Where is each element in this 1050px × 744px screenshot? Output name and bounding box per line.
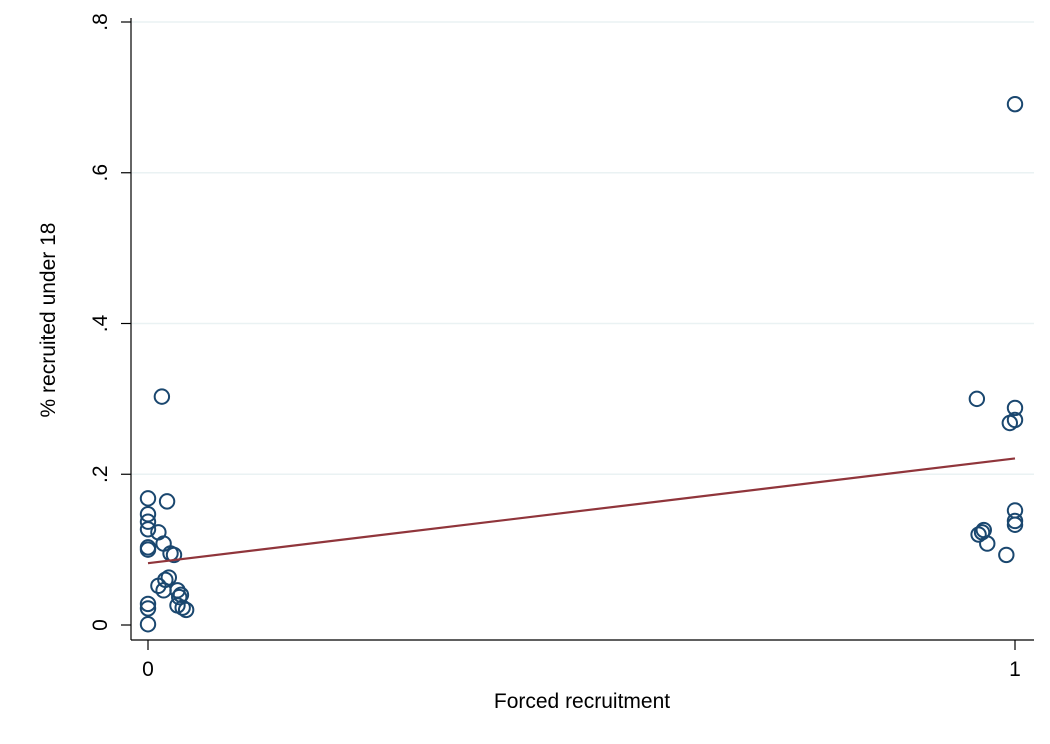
- data-point: [158, 493, 176, 510]
- data-point: [1006, 411, 1024, 429]
- y-tick-label: .6: [89, 164, 112, 182]
- fit-line-group: [147, 457, 1016, 565]
- y-axis-ticks: 0 .2 .4 .6 .8: [89, 13, 131, 631]
- data-point: [1006, 95, 1024, 113]
- data-point: [177, 601, 195, 619]
- y-axis-title: % recruited under 18: [37, 223, 60, 418]
- data-point: [174, 599, 191, 616]
- data-point: [157, 571, 174, 588]
- y-tick-label: .2: [89, 465, 112, 483]
- x-axis-title: Forced recruitment: [494, 690, 670, 713]
- data-point: [139, 521, 157, 538]
- axes: [130, 18, 1034, 641]
- data-point: [968, 390, 986, 408]
- data-point: [139, 600, 157, 617]
- scatter-points: [139, 95, 1024, 633]
- fit-line: [147, 457, 1016, 565]
- data-point: [153, 388, 171, 405]
- data-point: [160, 569, 178, 586]
- data-point: [139, 490, 157, 507]
- data-point: [998, 546, 1015, 564]
- data-point: [979, 535, 996, 552]
- data-point: [139, 513, 157, 530]
- x-tick-label: 0: [142, 658, 154, 681]
- data-point: [165, 546, 183, 564]
- x-tick-label: 1: [1009, 658, 1021, 681]
- gridlines: [131, 21, 1034, 475]
- data-point: [139, 616, 157, 633]
- data-point: [1006, 516, 1024, 533]
- data-point: [139, 595, 157, 613]
- data-point: [171, 588, 188, 606]
- y-tick-label: 0: [89, 619, 112, 631]
- data-point: [1006, 399, 1024, 417]
- y-tick-label: .8: [89, 13, 112, 31]
- data-point: [139, 541, 157, 558]
- data-point: [970, 526, 987, 543]
- y-tick-label: .4: [89, 314, 112, 332]
- data-point: [172, 586, 190, 604]
